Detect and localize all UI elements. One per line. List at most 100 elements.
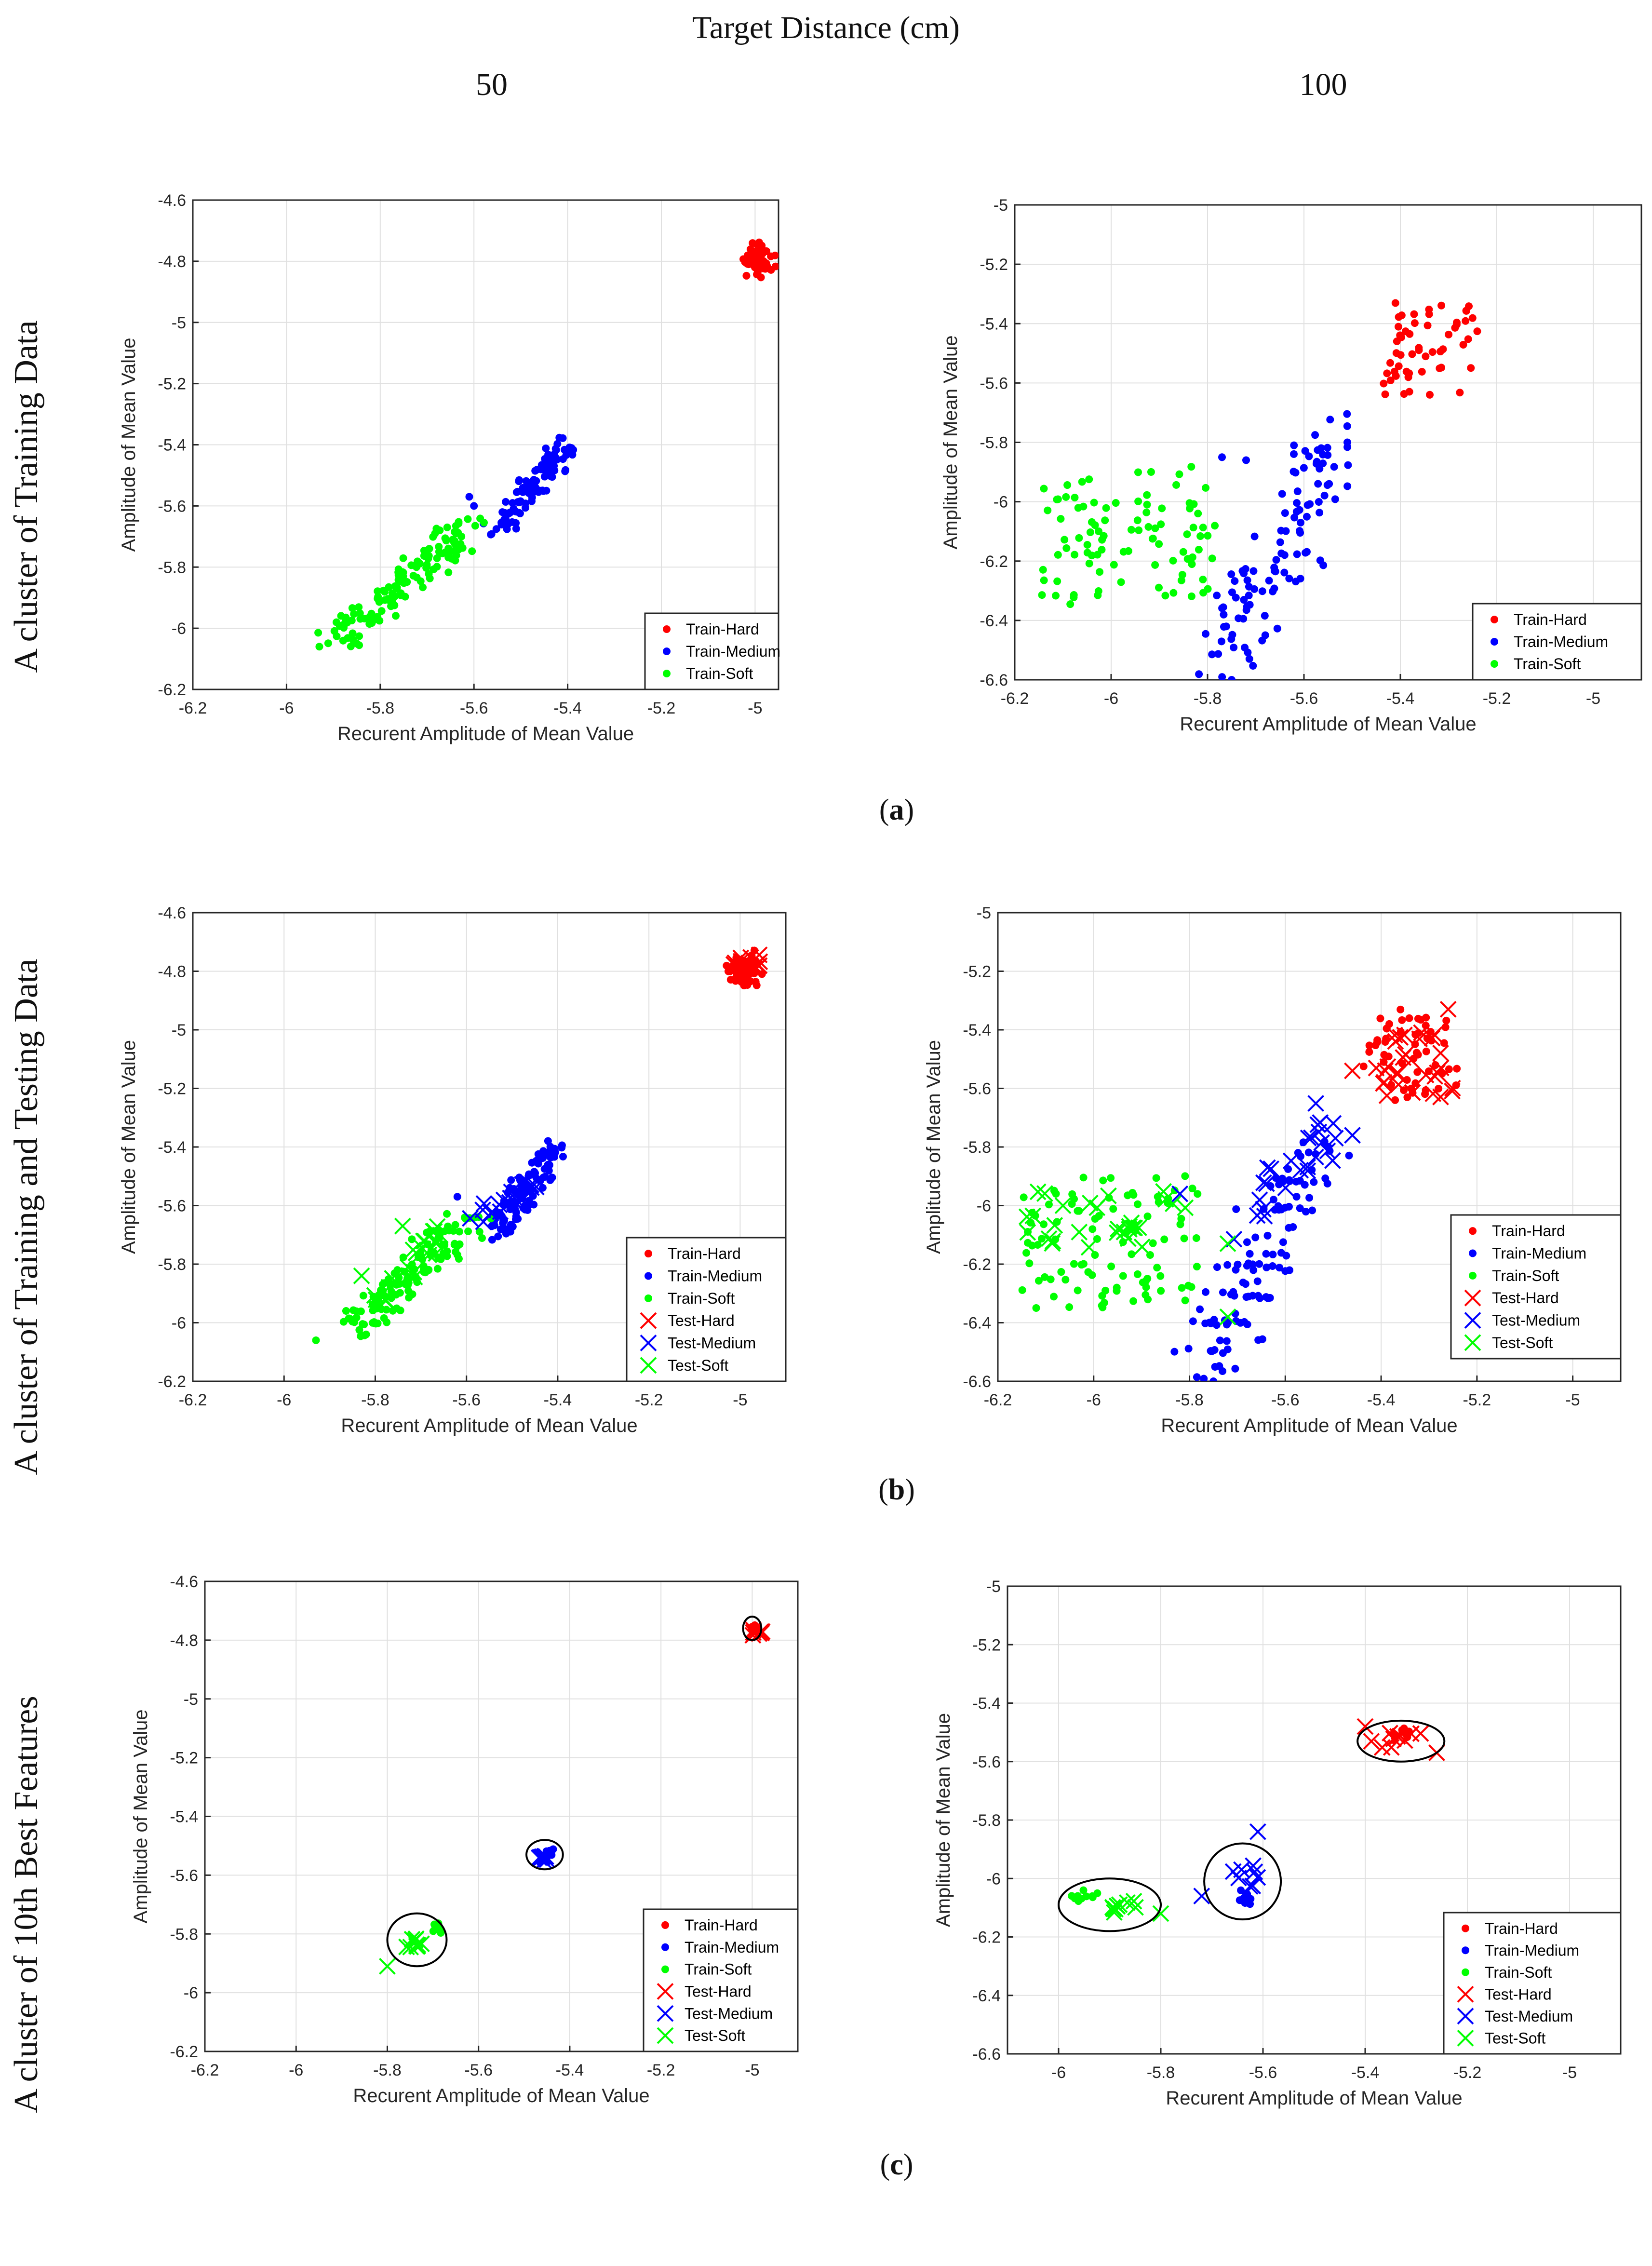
data-point bbox=[1088, 1892, 1096, 1900]
data-point bbox=[391, 612, 400, 620]
data-point bbox=[435, 542, 443, 551]
data-point-x bbox=[1300, 1129, 1317, 1146]
data-point bbox=[541, 1173, 549, 1181]
data-point bbox=[1187, 463, 1195, 471]
legend-label: Test-Hard bbox=[1485, 1985, 1552, 2003]
data-point-x bbox=[1411, 1030, 1428, 1048]
legend-marker bbox=[1469, 1227, 1477, 1235]
legend-marker bbox=[640, 1312, 657, 1329]
data-point bbox=[1096, 568, 1104, 576]
y-tick-label: -6.2 bbox=[170, 2043, 198, 2061]
data-point bbox=[1063, 481, 1072, 489]
data-point bbox=[1243, 576, 1251, 584]
series-test-medium bbox=[1171, 1095, 1361, 1248]
data-point bbox=[1181, 1296, 1189, 1305]
data-point-x bbox=[1344, 1062, 1361, 1079]
data-point bbox=[1223, 1261, 1232, 1269]
data-point-x bbox=[1357, 1718, 1374, 1735]
data-point bbox=[552, 446, 560, 454]
data-point bbox=[1280, 551, 1289, 559]
data-point bbox=[1061, 1276, 1070, 1284]
data-point bbox=[405, 1294, 413, 1302]
data-point bbox=[1062, 493, 1070, 501]
y-axis-label: Amplitude of Mean Value bbox=[923, 1040, 944, 1254]
data-point bbox=[1311, 431, 1319, 439]
data-point bbox=[1293, 487, 1302, 496]
data-point bbox=[1079, 1260, 1088, 1268]
series-test-hard bbox=[1344, 1001, 1461, 1106]
data-point bbox=[1319, 450, 1327, 459]
data-point-x bbox=[1251, 1191, 1268, 1209]
data-point bbox=[1100, 532, 1108, 540]
legend-marker bbox=[1491, 616, 1498, 623]
data-point bbox=[450, 537, 458, 545]
data-point-x bbox=[407, 1931, 424, 1949]
data-point bbox=[1178, 571, 1186, 579]
data-point bbox=[1093, 551, 1101, 559]
legend-label: Test-Soft bbox=[685, 2027, 745, 2044]
legend-box bbox=[643, 1908, 799, 2052]
cluster-ellipse bbox=[1058, 1877, 1162, 1932]
x-axis-label: Recurent Amplitude of Mean Value bbox=[1166, 2088, 1462, 2109]
data-point bbox=[1040, 1220, 1048, 1228]
data-point bbox=[1468, 314, 1477, 322]
data-point bbox=[1289, 450, 1298, 458]
data-point bbox=[1391, 299, 1399, 307]
data-point bbox=[1422, 1047, 1430, 1055]
data-point bbox=[464, 515, 472, 523]
data-point bbox=[1244, 648, 1252, 657]
x-axis-label: Recurent Amplitude of Mean Value bbox=[353, 2085, 649, 2106]
data-point bbox=[1242, 1293, 1250, 1301]
data-point bbox=[444, 553, 453, 562]
y-tick-label: -4.8 bbox=[158, 963, 186, 981]
data-point bbox=[1301, 447, 1309, 455]
data-point bbox=[399, 1253, 407, 1261]
data-point bbox=[1326, 416, 1334, 424]
legend-label: Test-Medium bbox=[1492, 1312, 1580, 1329]
data-point bbox=[1343, 422, 1351, 430]
data-point bbox=[1439, 345, 1447, 353]
y-tick-label: -5.8 bbox=[170, 1925, 198, 1943]
data-point bbox=[455, 545, 463, 553]
data-point bbox=[1359, 1062, 1368, 1070]
data-point bbox=[1411, 1079, 1420, 1087]
data-point bbox=[1323, 481, 1331, 489]
data-point bbox=[452, 522, 460, 530]
x-tick-label: -6.2 bbox=[179, 1391, 207, 1409]
series-train-soft bbox=[314, 514, 488, 651]
data-point-x bbox=[1018, 1208, 1035, 1226]
legend-label: Train-Soft bbox=[1485, 1964, 1552, 1981]
data-point bbox=[1313, 458, 1321, 466]
data-point bbox=[1245, 592, 1253, 600]
y-tick-label: -6 bbox=[986, 1870, 1001, 1888]
legend-label: Train-Medium bbox=[686, 643, 780, 660]
data-point bbox=[1157, 1287, 1165, 1295]
data-point-x bbox=[475, 1195, 493, 1212]
series-train-soft bbox=[1068, 1886, 1101, 1905]
legend-label: Train-Hard bbox=[1514, 611, 1587, 628]
data-point-x bbox=[1299, 1162, 1316, 1179]
data-point bbox=[516, 1175, 524, 1184]
data-point bbox=[544, 1137, 552, 1145]
subfigure-label-a: (a) bbox=[879, 794, 914, 826]
data-point-x bbox=[1382, 1725, 1398, 1742]
data-point-x bbox=[1307, 1148, 1324, 1166]
data-point bbox=[1218, 673, 1226, 680]
legend-label: Test-Soft bbox=[1492, 1334, 1553, 1351]
data-point bbox=[1134, 497, 1142, 505]
data-point bbox=[1041, 1273, 1049, 1281]
data-point bbox=[1278, 490, 1286, 498]
chart-b-50: -6.2 -6 -5.8 -5.6 -5.4 -5.2 -5 -6.2 -6 -5.8 -5.6 -5… bbox=[118, 904, 787, 1436]
data-point-x bbox=[746, 959, 763, 977]
data-point bbox=[1230, 643, 1238, 651]
x-tick-label: -6 bbox=[277, 1391, 291, 1409]
data-point bbox=[1107, 1262, 1115, 1270]
plot-area bbox=[379, 1616, 771, 1975]
data-point bbox=[350, 610, 358, 618]
legend-marker bbox=[657, 2027, 674, 2044]
data-point bbox=[426, 574, 434, 582]
data-point bbox=[1160, 1235, 1168, 1243]
legend-label: Train-Hard bbox=[686, 620, 759, 638]
data-point-x bbox=[1307, 1095, 1325, 1112]
y-tick-label: -5.6 bbox=[170, 1866, 198, 1885]
